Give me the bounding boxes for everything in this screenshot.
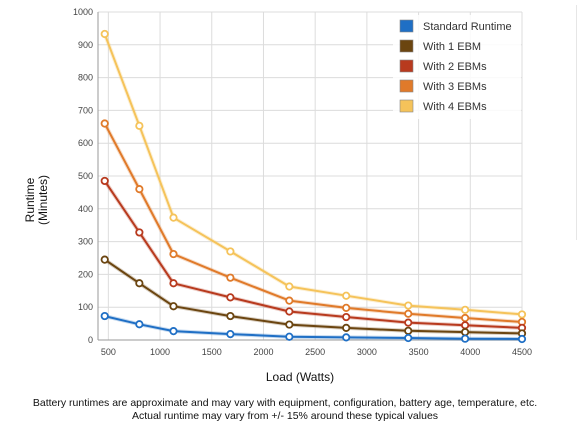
legend-swatch [399, 39, 414, 53]
legend-swatch [399, 99, 414, 113]
legend-label: With 4 EBMs [423, 101, 487, 113]
y-tick-label: 600 [78, 138, 93, 148]
x-axis-title: Load (Watts) [266, 370, 334, 384]
data-point [169, 302, 178, 311]
x-tick-label: 1000 [150, 347, 170, 357]
data-point [100, 311, 109, 321]
data-point [226, 247, 235, 256]
y-tick-label: 300 [78, 237, 93, 247]
x-tick-label: 500 [101, 347, 116, 357]
x-tick-label: 4000 [460, 347, 480, 357]
y-axis-title-line: (Minutes) [36, 175, 50, 225]
data-point [226, 311, 235, 321]
data-point [135, 320, 144, 329]
legend-swatch [399, 59, 414, 73]
data-point [404, 301, 413, 310]
y-tick-label: 800 [78, 73, 93, 83]
data-point [169, 279, 178, 288]
data-point [342, 291, 351, 300]
data-point [404, 326, 413, 335]
data-point [226, 273, 235, 282]
x-tick-label: 2000 [253, 347, 273, 357]
data-point [100, 119, 109, 128]
panel-divider [576, 5, 577, 240]
data-point [100, 255, 109, 264]
data-point [517, 310, 527, 319]
data-point [135, 279, 144, 288]
x-tick-label: 3000 [357, 347, 377, 357]
y-tick-label: 700 [78, 105, 93, 115]
data-point [342, 312, 351, 322]
x-tick-label: 1500 [202, 347, 222, 357]
y-tick-label: 400 [78, 204, 93, 214]
y-tick-label: 200 [78, 269, 93, 279]
data-point [226, 293, 235, 302]
legend-label: Standard Runtime [423, 21, 512, 33]
data-point [517, 334, 527, 344]
y-axis-title: Runtime(Minutes) [23, 175, 50, 225]
data-point [461, 321, 470, 330]
y-tick-label: 900 [78, 40, 93, 50]
data-point [461, 328, 470, 337]
y-axis-title-line: Runtime [23, 177, 37, 222]
x-tick-label: 3500 [409, 347, 429, 357]
runtime-chart: 0 100 200 300 400 500 600 700 800 900 1000 500 1000 1… [23, 7, 533, 384]
data-point [135, 228, 144, 237]
chart-series [100, 29, 527, 344]
data-point [285, 320, 294, 329]
footnote-line-2: Actual runtime may vary from +/- 15% aro… [131, 410, 439, 422]
chart-legend: Standard Runtime With 1 EBM With 2 EBMs Wit… [393, 15, 521, 119]
x-tick-label: 2500 [305, 347, 325, 357]
data-point [285, 307, 294, 316]
data-point [285, 296, 294, 305]
legend-swatch [399, 19, 414, 33]
y-tick-label: 500 [78, 171, 93, 181]
data-point [226, 329, 235, 339]
legend-label: With 2 EBMs [423, 61, 487, 73]
y-tick-label: 100 [78, 302, 93, 312]
chart-axes: 0 100 200 300 400 500 600 700 800 900 1000 500 1000 1… [73, 7, 532, 357]
data-point [342, 303, 351, 312]
data-point [135, 185, 144, 194]
data-point [169, 249, 178, 259]
legend-swatch [399, 79, 414, 93]
data-point [461, 334, 470, 343]
footnote-line-1: Battery runtimes are approximate and may… [32, 397, 538, 409]
data-point [404, 333, 413, 343]
data-point [285, 332, 294, 341]
data-point [285, 282, 294, 291]
data-point [135, 121, 144, 130]
data-point [169, 327, 178, 336]
data-point [461, 305, 470, 314]
data-point [404, 318, 413, 327]
data-point [169, 213, 178, 222]
data-point [404, 309, 413, 318]
legend-label: With 3 EBMs [423, 81, 487, 93]
y-tick-label: 1000 [73, 7, 93, 17]
data-point [342, 323, 351, 332]
chart-axis-titles: Load (Watts) Runtime(Minutes) [23, 175, 334, 384]
legend-box [393, 15, 521, 119]
x-tick-label: 4500 [512, 347, 532, 357]
y-tick-label: 0 [88, 335, 93, 345]
footnote: Battery runtimes are approximate and may… [0, 397, 570, 423]
data-point [100, 29, 109, 39]
data-point [342, 333, 351, 342]
data-point [100, 176, 109, 186]
legend-label: With 1 EBM [423, 41, 481, 53]
data-point [461, 313, 470, 323]
